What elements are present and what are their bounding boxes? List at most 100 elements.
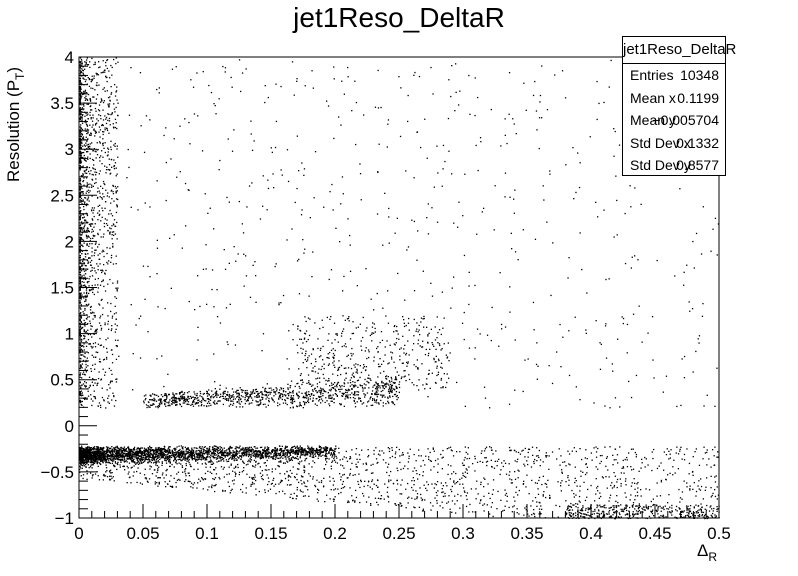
scatter-point: [154, 398, 156, 401]
scatter-point: [112, 452, 114, 454]
scatter-point: [704, 517, 706, 520]
scatter-point: [400, 503, 402, 505]
scatter-point: [181, 398, 183, 400]
scatter-point: [706, 451, 708, 454]
scatter-point: [228, 405, 230, 407]
scatter-point: [514, 478, 517, 480]
scatter-point: [281, 480, 283, 482]
scatter-point: [664, 505, 666, 507]
scatter-point: [571, 489, 573, 492]
scatter-point: [391, 401, 393, 403]
scatter-point: [324, 446, 327, 448]
scatter-point: [85, 461, 87, 463]
scatter-point: [207, 470, 209, 472]
scatter-point: [195, 447, 197, 449]
scatter-point: [279, 389, 281, 391]
scatter-point: [262, 457, 264, 459]
scatter-point: [140, 452, 143, 454]
scatter-point: [81, 450, 83, 452]
scatter-point: [264, 451, 267, 453]
scatter-point: [111, 456, 113, 458]
scatter-point: [194, 457, 196, 459]
scatter-point: [234, 454, 237, 456]
scatter-point: [196, 453, 198, 455]
scatter-point: [232, 454, 234, 456]
scatter-point: [504, 489, 506, 491]
scatter-point: [296, 455, 299, 458]
scatter-point: [338, 388, 340, 391]
scatter-point: [190, 457, 192, 459]
scatter-point: [396, 467, 398, 469]
scatter-point: [157, 395, 160, 398]
scatter-point: [374, 399, 376, 401]
scatter-point: [513, 449, 515, 452]
scatter-point: [526, 474, 528, 476]
scatter-point: [706, 449, 708, 451]
scatter-point: [96, 446, 98, 448]
scatter-point: [292, 446, 294, 448]
scatter-point: [121, 456, 123, 458]
scatter-point: [155, 458, 158, 461]
scatter-point: [240, 449, 242, 451]
scatter-point: [213, 453, 215, 455]
scatter-point: [79, 449, 82, 451]
scatter-point: [134, 453, 136, 455]
scatter-point: [179, 452, 181, 454]
scatter-point: [105, 471, 107, 473]
scatter-point: [460, 495, 462, 497]
scatter-point: [147, 455, 150, 457]
scatter-point: [230, 489, 232, 492]
scatter-point: [158, 403, 161, 405]
scatter-point: [202, 479, 205, 481]
scatter-point: [126, 482, 128, 484]
scatter-point: [209, 450, 212, 452]
scatter-point: [185, 399, 187, 401]
scatter-point: [522, 483, 525, 485]
scatter-point: [587, 511, 589, 513]
scatter-point: [296, 486, 298, 489]
scatter-point: [318, 398, 321, 401]
scatter-point: [597, 468, 599, 470]
scatter-point: [516, 461, 518, 463]
scatter-point: [499, 473, 501, 476]
scatter-point: [521, 450, 523, 452]
scatter-point: [249, 458, 251, 460]
scatter-point: [224, 490, 226, 492]
scatter-point: [96, 457, 98, 459]
scatter-point: [333, 489, 335, 491]
scatter-point: [560, 490, 562, 492]
scatter-point: [586, 472, 588, 474]
scatter-point: [428, 456, 430, 458]
scatter-point: [356, 401, 358, 403]
scatter-point: [432, 447, 434, 449]
scatter-point: [202, 458, 204, 460]
scatter-point: [158, 466, 160, 468]
scatter-point: [612, 505, 614, 507]
scatter-point: [377, 386, 379, 389]
scatter-point: [638, 470, 640, 472]
scatter-point: [79, 465, 81, 467]
scatter-point: [179, 448, 181, 451]
scatter-point: [328, 397, 330, 399]
scatter-point: [110, 455, 112, 457]
scatter-point: [425, 487, 427, 489]
scatter-point: [157, 477, 159, 479]
scatter-point: [595, 478, 597, 480]
scatter-point: [333, 500, 335, 502]
scatter-point: [242, 469, 245, 472]
scatter-point: [127, 451, 129, 453]
scatter-point: [565, 513, 568, 515]
scatter-point: [244, 396, 246, 399]
scatter-point: [696, 512, 698, 514]
scatter-point: [305, 457, 308, 460]
scatter-point: [333, 498, 335, 501]
scatter-point: [258, 404, 260, 407]
scatter-point: [496, 465, 498, 467]
scatter-point: [324, 448, 326, 450]
scatter-point: [140, 459, 142, 461]
scatter-point: [233, 467, 235, 469]
scatter-point: [560, 455, 562, 457]
scatter-point: [85, 454, 87, 456]
scatter-point: [600, 460, 602, 463]
scatter-point: [140, 453, 142, 455]
